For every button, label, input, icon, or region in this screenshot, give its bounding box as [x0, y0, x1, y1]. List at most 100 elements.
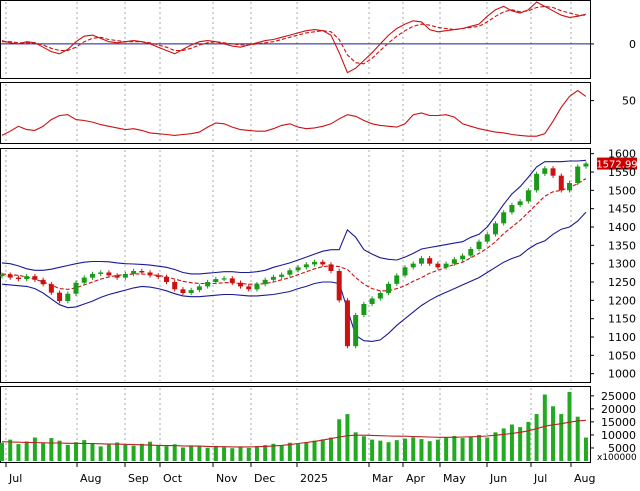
candle-body — [188, 290, 194, 293]
volume-bar — [271, 443, 276, 461]
candle-body — [303, 264, 309, 268]
volume-bar — [452, 435, 457, 461]
x-tick-label: Oct — [163, 472, 183, 485]
candle-body — [147, 272, 153, 276]
candle-body — [213, 279, 219, 282]
volume-bar — [24, 441, 29, 461]
y-tick-label: 1050 — [608, 349, 636, 362]
volume-bar — [115, 442, 120, 461]
volume-bar — [542, 394, 547, 461]
candle-body — [246, 286, 252, 290]
y-tick-label: 1250 — [608, 276, 636, 289]
candle-body — [15, 277, 21, 280]
candle-body — [566, 183, 572, 191]
volume-bar — [8, 439, 13, 461]
candle-body — [57, 292, 63, 302]
x-tick-label: Jun — [489, 472, 507, 485]
candle-body — [106, 272, 112, 276]
volume-bar — [16, 444, 21, 461]
candle-body — [196, 286, 202, 291]
bollinger-bands — [1, 159, 587, 342]
candle-body — [575, 166, 581, 183]
volume-bar — [485, 437, 490, 461]
volume-bar — [230, 448, 235, 461]
volume-bar — [345, 414, 350, 461]
bollinger-middle-line — [1, 178, 587, 292]
candle-body — [73, 282, 79, 294]
volume-bar — [583, 437, 588, 461]
candle-body — [155, 275, 161, 277]
candle-body — [435, 263, 441, 268]
candle-body — [48, 284, 54, 293]
y-tick-label: 1350 — [608, 239, 636, 252]
volume-bar — [304, 442, 309, 461]
volume-bar — [287, 442, 292, 461]
last-price-label: 1572.99 — [596, 160, 637, 171]
volume-bar — [427, 441, 432, 461]
y-tick-label: 10000 — [601, 429, 636, 442]
volume-bar — [411, 437, 416, 461]
volume-bar — [213, 445, 218, 461]
candle-body — [394, 275, 400, 284]
candle-body — [402, 267, 408, 276]
candle-body — [534, 173, 540, 191]
candle-body — [361, 304, 367, 315]
volume-bar — [148, 441, 153, 461]
candle-body — [89, 273, 95, 278]
x-tick-label: Aug — [80, 472, 101, 485]
candle-body — [427, 258, 433, 264]
bollinger-lower-line — [1, 211, 587, 342]
volume-bar — [131, 445, 136, 461]
candle-body — [377, 293, 383, 299]
x-tick-label: Mar — [372, 472, 393, 485]
price-panel: 1572.99 — [0, 157, 638, 349]
volume-bar — [328, 437, 333, 461]
candle-body — [238, 282, 244, 287]
volume-bar — [106, 444, 111, 461]
candle-body — [279, 274, 285, 277]
candle-body — [336, 271, 342, 301]
x-axis: Jul Aug Sep Oct Nov Dec 2025 Mar Apr May Jun Jul Aug — [5, 462, 595, 485]
candle-body — [24, 276, 30, 280]
y-tick-label: 1400 — [608, 221, 636, 234]
candle-body — [344, 300, 350, 347]
volume-bar — [575, 416, 580, 461]
candle-body — [180, 289, 186, 293]
y-tick-label: 1450 — [608, 203, 636, 216]
volume-bar — [353, 432, 358, 461]
candle-body — [139, 271, 145, 273]
candle-body — [369, 298, 375, 304]
volume-bar — [222, 447, 227, 461]
volume-bar — [238, 446, 243, 461]
volume-bar — [361, 436, 366, 461]
signal-line — [2, 5, 586, 65]
macd-panel-frame — [0, 0, 591, 79]
y-tick-label: 1200 — [608, 294, 636, 307]
volume-bar — [57, 440, 62, 461]
volume-bar — [567, 391, 572, 461]
volume-bar — [263, 445, 268, 461]
volume-bar — [501, 428, 506, 461]
volume-bar — [156, 445, 161, 461]
y-tick-label: 1550 — [608, 166, 636, 179]
volume-bar — [254, 446, 259, 461]
candle-body — [229, 278, 235, 283]
volume-bar — [65, 444, 70, 461]
y-tick-label: 1500 — [608, 184, 636, 197]
volume-bar — [197, 446, 202, 461]
candle-body — [353, 315, 359, 347]
volume-bar — [370, 439, 375, 461]
candle-body — [460, 255, 466, 260]
candle-body — [40, 279, 46, 285]
bollinger-upper-line — [1, 159, 586, 275]
price-panel-frame — [0, 148, 591, 383]
volume-bar — [320, 439, 325, 461]
volume-bar — [74, 442, 79, 461]
volume-bar — [518, 427, 523, 461]
volume-ma-line — [1, 419, 586, 448]
x-tick-label: Aug — [574, 472, 595, 485]
candle-body — [287, 270, 293, 275]
volume-bar — [49, 438, 54, 461]
candle-body — [525, 190, 531, 202]
